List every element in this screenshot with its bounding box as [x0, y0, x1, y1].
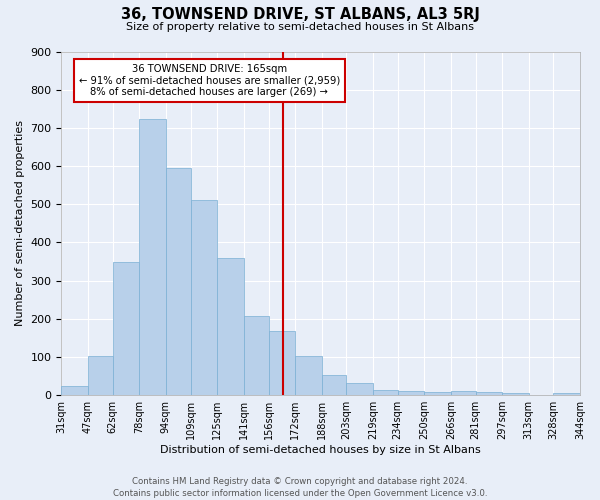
Bar: [217, 258, 244, 395]
Y-axis label: Number of semi-detached properties: Number of semi-detached properties: [15, 120, 25, 326]
Bar: [476, 392, 502, 395]
Bar: [61, 386, 88, 395]
Bar: [424, 392, 451, 395]
Bar: [269, 331, 295, 395]
X-axis label: Distribution of semi-detached houses by size in St Albans: Distribution of semi-detached houses by …: [160, 445, 481, 455]
Bar: [191, 200, 217, 395]
Text: 36 TOWNSEND DRIVE: 165sqm
← 91% of semi-detached houses are smaller (2,959)
8% o: 36 TOWNSEND DRIVE: 165sqm ← 91% of semi-…: [79, 64, 340, 96]
Bar: [244, 316, 269, 395]
Bar: [398, 391, 424, 395]
Text: 36, TOWNSEND DRIVE, ST ALBANS, AL3 5RJ: 36, TOWNSEND DRIVE, ST ALBANS, AL3 5RJ: [121, 8, 479, 22]
Bar: [113, 262, 139, 395]
Bar: [553, 394, 580, 395]
Bar: [295, 356, 322, 395]
Text: Contains HM Land Registry data © Crown copyright and database right 2024.
Contai: Contains HM Land Registry data © Crown c…: [113, 476, 487, 498]
Bar: [502, 393, 529, 395]
Bar: [88, 356, 113, 395]
Bar: [139, 118, 166, 395]
Text: Size of property relative to semi-detached houses in St Albans: Size of property relative to semi-detach…: [126, 22, 474, 32]
Bar: [322, 376, 346, 395]
Bar: [346, 382, 373, 395]
Bar: [373, 390, 398, 395]
Bar: [451, 392, 476, 395]
Bar: [166, 168, 191, 395]
